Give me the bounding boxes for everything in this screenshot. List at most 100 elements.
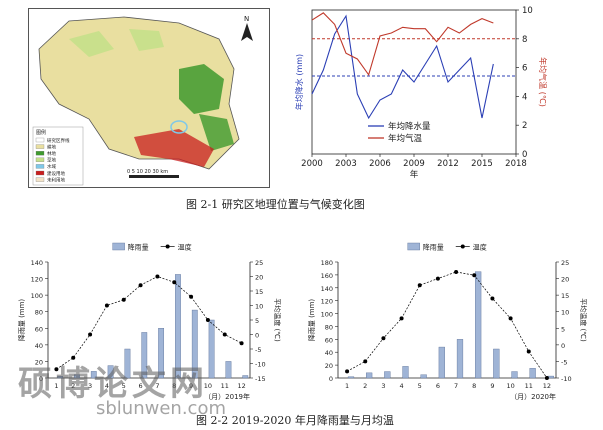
x-tick-label: 6 bbox=[139, 382, 143, 390]
temperature-point bbox=[345, 369, 350, 374]
x-tick-label: 12 bbox=[543, 382, 551, 390]
legend-item-label: 草地 bbox=[47, 157, 56, 164]
forest-patch bbox=[199, 114, 234, 151]
legend-title: 图例 bbox=[36, 129, 46, 136]
x-tick-label: 5 bbox=[418, 382, 422, 390]
x-tick-label: 2015 bbox=[471, 159, 493, 169]
figure2-caption: 图 2-2 2019-2020 年月降雨量与月均温 bbox=[196, 414, 394, 427]
y-left-tick-label: 60 bbox=[325, 336, 333, 344]
series-line bbox=[311, 12, 494, 77]
bar bbox=[475, 271, 482, 379]
legend-line-label: 温度 bbox=[178, 243, 192, 252]
y-right-tick-label: 15 bbox=[561, 292, 569, 300]
x-tick-label: 3 bbox=[381, 382, 385, 390]
y-left-tick-label: 140 bbox=[321, 285, 333, 293]
x-tick-label: 8 bbox=[472, 382, 476, 390]
bar bbox=[107, 365, 114, 379]
x-tick-label: 2003 bbox=[335, 159, 357, 169]
temperature-point bbox=[222, 332, 227, 337]
y-left-tick-label: 60 bbox=[35, 325, 43, 333]
y-right-tick-label: 15 bbox=[255, 288, 263, 296]
north-arrow-icon bbox=[241, 23, 253, 41]
bar bbox=[366, 372, 373, 379]
y-right-tick-label: 20 bbox=[561, 276, 569, 284]
y-right-tick-label: 10 bbox=[522, 6, 533, 16]
bar bbox=[242, 375, 249, 379]
legend-item-label: 耕地 bbox=[47, 143, 56, 150]
y-left-tick-label: 0 bbox=[329, 375, 333, 383]
x-tick-label: 1 bbox=[54, 382, 58, 390]
x-tick-label: 2018 bbox=[505, 159, 527, 169]
y-right-tick-label: -15 bbox=[255, 375, 266, 383]
temperature-point bbox=[472, 273, 477, 278]
temperature-point bbox=[526, 349, 531, 354]
y-right-tick-label: 0 bbox=[255, 332, 259, 340]
grassland-patch bbox=[129, 29, 164, 51]
temperature-point bbox=[88, 332, 93, 337]
y-right-tick-label: -5 bbox=[255, 346, 261, 354]
forest-patch bbox=[179, 64, 224, 114]
x-tick-label: 1 bbox=[345, 382, 349, 390]
y-right-tick-label: 0 bbox=[522, 150, 527, 160]
y-right-axis-label: 平均温度 (℃) bbox=[579, 298, 588, 342]
x-tick-label: 2 bbox=[363, 382, 367, 390]
temperature-point bbox=[454, 269, 459, 274]
x-axis-label: （月）2019年 bbox=[204, 392, 250, 401]
temperature-point bbox=[54, 367, 59, 372]
x-tick-label: 3 bbox=[88, 382, 92, 390]
y-left-tick-label: 80 bbox=[325, 323, 333, 331]
bar bbox=[141, 332, 148, 379]
y-right-tick-label: 8 bbox=[522, 35, 527, 45]
y-right-tick-label: 4 bbox=[522, 92, 527, 102]
bar bbox=[402, 366, 409, 379]
x-tick-label: 7 bbox=[454, 382, 458, 390]
legend-line-label: 温度 bbox=[473, 243, 487, 252]
bar bbox=[208, 319, 215, 379]
bar bbox=[420, 374, 427, 379]
legend-bar-label: 降雨量 bbox=[423, 243, 444, 252]
y-right-tick-label: 20 bbox=[255, 274, 263, 282]
temperature-point bbox=[363, 359, 368, 364]
x-axis-label: 年 bbox=[410, 169, 419, 180]
temperature-point bbox=[417, 283, 422, 288]
y-right-tick-label: 25 bbox=[255, 259, 263, 267]
y-right-tick-label: 5 bbox=[561, 325, 565, 333]
north-label: N bbox=[244, 15, 249, 23]
legend-label: 年均气温 bbox=[388, 133, 423, 144]
y-left-tick-label: 160 bbox=[321, 272, 333, 280]
bar bbox=[493, 348, 500, 379]
x-tick-label: 9 bbox=[490, 382, 494, 390]
x-tick-label: 4 bbox=[400, 382, 404, 390]
y-right-tick-label: -10 bbox=[255, 361, 266, 369]
annual-climate-chart: 2000 2003 2006 2009 2012 2015 2018 年 0 2 4 6 8 10 年均降水… bbox=[294, 6, 548, 180]
x-tick-label: 5 bbox=[122, 382, 126, 390]
y-left-tick-label: 120 bbox=[321, 298, 333, 306]
y-left-tick-label: 40 bbox=[35, 342, 43, 350]
temperature-point bbox=[239, 341, 244, 346]
x-tick-label: 4 bbox=[105, 382, 109, 390]
grassland-patch bbox=[69, 31, 114, 57]
y-right-tick-label: 6 bbox=[522, 64, 527, 74]
scale-bar bbox=[129, 175, 179, 178]
bar bbox=[158, 328, 165, 379]
y-left-axis-label: 年均降水 (mm) bbox=[294, 54, 304, 110]
x-tick-label: 2 bbox=[71, 382, 75, 390]
bar bbox=[511, 371, 518, 379]
watermark-text: 硕博论文网 bbox=[18, 364, 208, 404]
temperature-point bbox=[508, 316, 513, 321]
study-area-map: N 0 5 10 20 30 km 图例 研究区界线 耕地 林地 草地 水域 建设用地 未利… bbox=[28, 8, 270, 188]
bar bbox=[225, 361, 232, 379]
y-left-tick-label: 100 bbox=[321, 311, 333, 319]
x-tick-label: 8 bbox=[172, 382, 176, 390]
temperature-point bbox=[104, 303, 109, 308]
x-tick-label: 2009 bbox=[403, 159, 425, 169]
y-left-axis-label: 降雨量 (mm) bbox=[17, 299, 26, 342]
legend-swatch bbox=[35, 157, 45, 162]
y-left-tick-label: 0 bbox=[39, 375, 43, 383]
x-tick-label: 7 bbox=[155, 382, 159, 390]
temperature-point bbox=[205, 318, 210, 322]
series-line bbox=[311, 14, 494, 120]
x-tick-label: 2006 bbox=[369, 159, 391, 169]
